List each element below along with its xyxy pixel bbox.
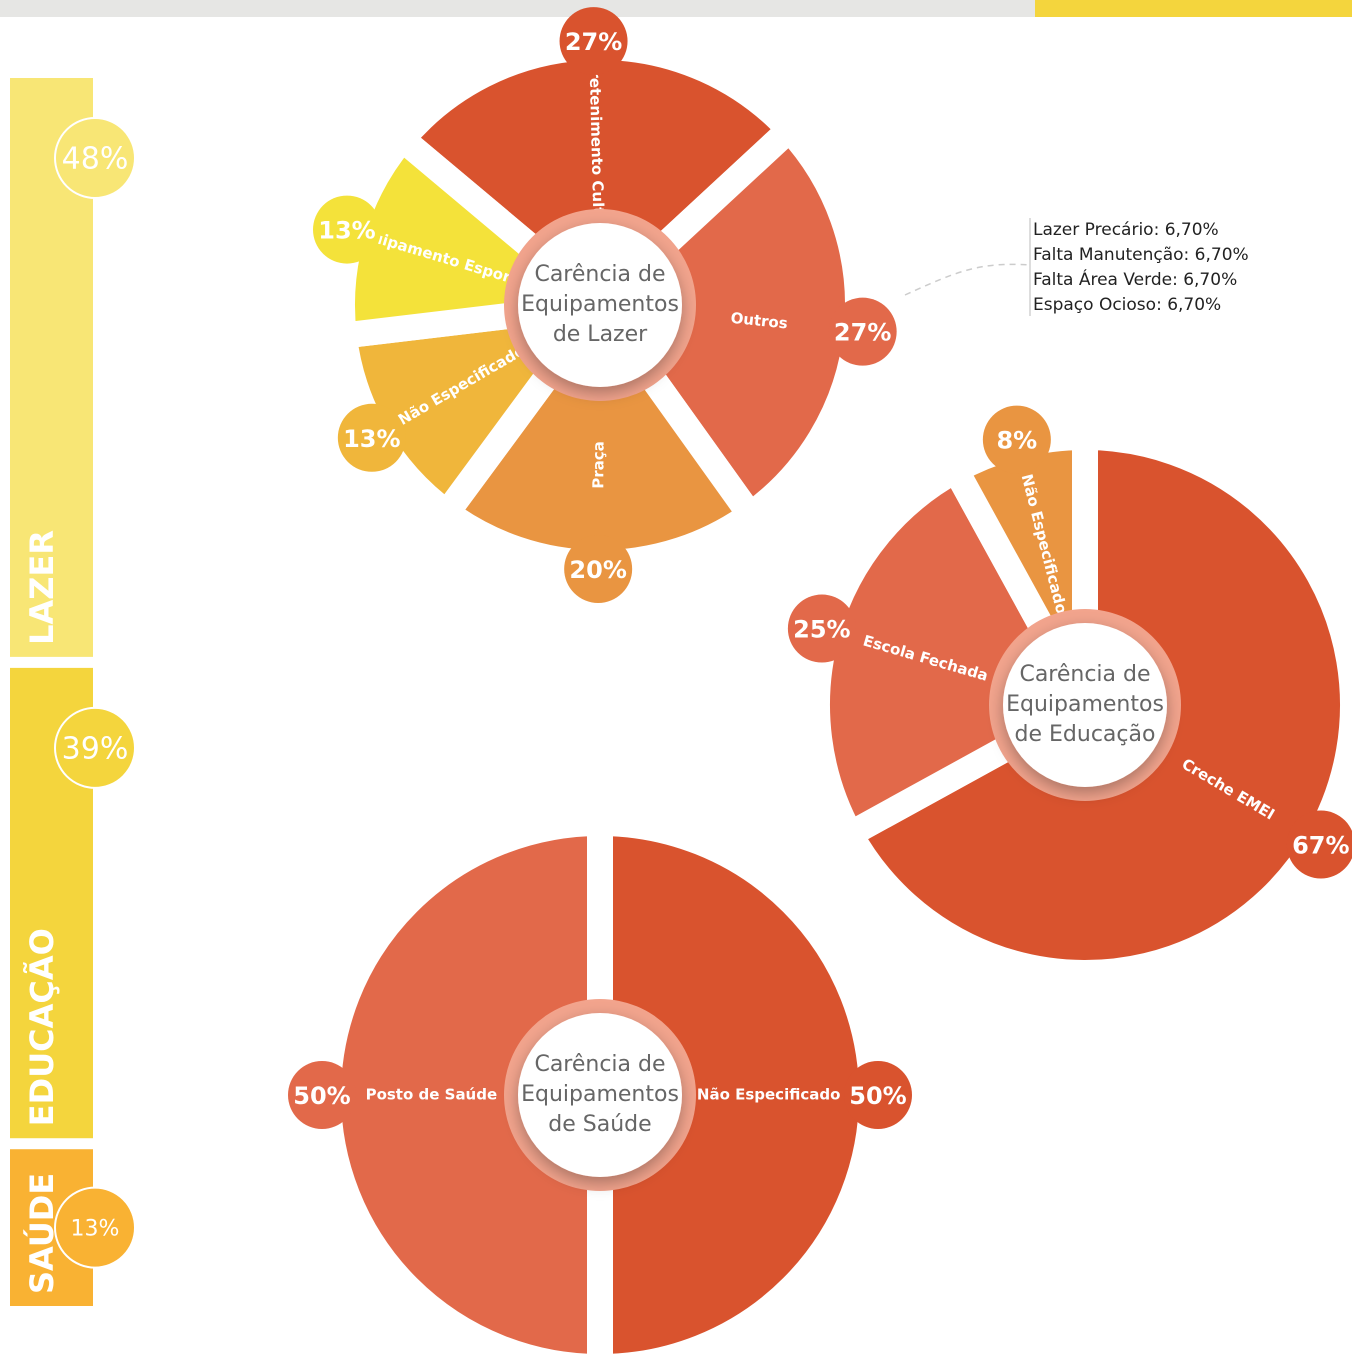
center-title: Carência de Equipamentos de Educação: [1006, 662, 1164, 747]
value-badge: [337, 403, 406, 472]
center-disc: [518, 1013, 682, 1177]
value-label: 48%: [62, 142, 129, 177]
slice-label: Praça: [589, 441, 607, 489]
value-badge: [288, 1061, 356, 1129]
top-accent: [1035, 0, 1352, 17]
value-badge: [828, 297, 897, 366]
value-label: 50%: [293, 1082, 350, 1110]
value-badge: [313, 195, 382, 264]
value-badge: [982, 405, 1051, 474]
value-badge: [54, 117, 136, 199]
value-label: 50%: [849, 1082, 906, 1110]
value-label: 25%: [793, 616, 850, 644]
category-label: SAÚDE: [22, 1173, 61, 1294]
slice-label: Entretenimento Cultural: [585, 42, 608, 248]
annotation: Falta Manutenção: 6,70%: [1033, 245, 1249, 265]
value-label: 13%: [343, 425, 400, 453]
value-badge: [787, 594, 856, 663]
center-disc: [518, 223, 682, 387]
value-label: 67%: [1292, 831, 1349, 859]
slice-label: Outros: [730, 309, 789, 333]
value-label: 13%: [318, 217, 375, 245]
annotation: Falta Área Verde: 6,70%: [1033, 268, 1237, 290]
value-badge: [1286, 810, 1352, 879]
value-label: 27%: [834, 319, 891, 347]
leader-line: [904, 263, 1031, 296]
center-title: Carência de Equipamentos de Saúde: [521, 1052, 679, 1137]
value-label: 13%: [71, 1217, 120, 1242]
center-disc: [1003, 623, 1167, 787]
annotation: Lazer Precário: 6,70%: [1033, 220, 1219, 240]
value-badge: [559, 7, 628, 76]
top-bar: [0, 0, 1352, 17]
value-label: 39%: [62, 731, 129, 766]
slice-label: Não Especificado: [697, 1086, 841, 1104]
category-label: LAZER: [23, 530, 61, 645]
value-badge: [844, 1061, 912, 1129]
category-label: EDUCAÇÃO: [23, 928, 61, 1126]
value-label: 27%: [565, 28, 622, 56]
annotation: Espaço Ocioso: 6,70%: [1033, 295, 1221, 315]
center-title: Carência de Equipamentos de Lazer: [521, 262, 679, 347]
value-label: 8%: [996, 427, 1037, 455]
value-badge: [564, 534, 633, 603]
value-badge: [54, 706, 136, 789]
value-badge: [54, 1186, 136, 1269]
slice-label: Posto de Saúde: [366, 1086, 498, 1104]
value-label: 20%: [569, 556, 626, 584]
